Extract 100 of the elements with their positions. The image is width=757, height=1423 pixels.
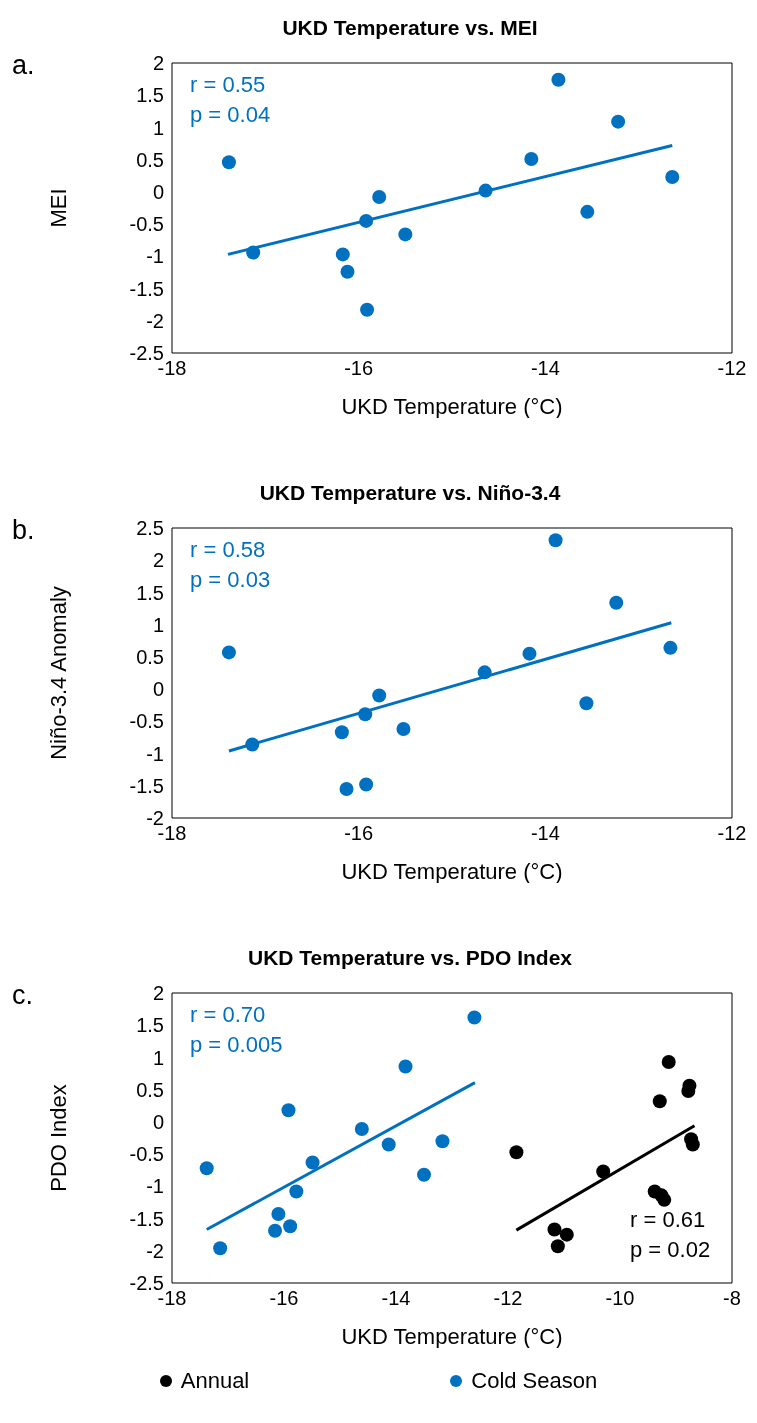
point: [547, 1222, 562, 1237]
y-tick-label: -1.5: [129, 774, 164, 797]
y-tick-label: -1: [146, 1175, 164, 1198]
y-tick-label: 0.5: [136, 1078, 164, 1101]
point: [551, 72, 566, 87]
point: [199, 1161, 214, 1176]
point: [550, 1239, 565, 1254]
y-tick-label: -0.5: [129, 1143, 164, 1166]
annotation: p = 0.02: [630, 1236, 711, 1264]
x-tick-label: -12: [717, 822, 747, 845]
point: [221, 155, 236, 170]
x-tick-label: -12: [493, 1287, 523, 1310]
y-tick-label: 1.5: [136, 1014, 164, 1037]
x-tick-label: -14: [381, 1287, 411, 1310]
point: [611, 114, 626, 129]
point: [524, 152, 539, 167]
point: [359, 777, 374, 792]
y-tick-label: -2: [146, 807, 164, 830]
y-tick-label: -1: [146, 742, 164, 765]
point: [665, 170, 680, 185]
point: [289, 1184, 304, 1199]
point: [354, 1121, 369, 1136]
annotation: r = 0.61: [630, 1206, 707, 1234]
y-tick-label: 1: [152, 116, 164, 139]
point: [372, 688, 387, 703]
point: [435, 1134, 450, 1149]
point: [685, 1137, 700, 1152]
y-tick-label: 0.5: [136, 645, 164, 668]
point: [580, 204, 595, 219]
point: [213, 1241, 228, 1256]
point: [372, 190, 387, 205]
y-tick-label: 0: [152, 678, 164, 701]
x-tick-label: -12: [717, 357, 747, 380]
y-tick-label: 2: [152, 52, 164, 75]
point: [417, 1167, 431, 1182]
point: [661, 1054, 676, 1069]
point: [609, 595, 624, 610]
y-tick-label: 1.5: [136, 581, 164, 604]
y-tick-label: -1.5: [129, 277, 164, 300]
chart-title: UKD Temperature vs. PDO Index: [246, 945, 573, 971]
x-axis-title: UKD Temperature (°C): [341, 394, 563, 419]
annotation: r = 0.70: [190, 1001, 267, 1029]
point: [381, 1137, 396, 1152]
point: [268, 1223, 283, 1238]
x-tick-label: -14: [530, 822, 560, 845]
point: [548, 533, 563, 548]
point: [339, 782, 354, 796]
x-tick-label: -10: [605, 1287, 635, 1310]
point: [340, 264, 355, 279]
point: [522, 646, 537, 661]
annotation: p = 0.03: [190, 566, 271, 594]
y-tick-label: 0: [152, 180, 164, 203]
annotation: r = 0.58: [190, 536, 267, 564]
text: b.: [12, 515, 35, 546]
chart-title: UKD Temperature vs. MEI: [281, 15, 539, 41]
y-tick-label: -2: [146, 1239, 164, 1262]
point: [596, 1164, 611, 1179]
y-tick-label: 0: [152, 1110, 164, 1133]
y-tick-label: -0.5: [129, 710, 164, 733]
point: [281, 1103, 296, 1118]
annotation: p = 0.005: [190, 1031, 283, 1059]
point: [657, 1192, 672, 1207]
point: [396, 722, 411, 737]
text: a.: [12, 50, 35, 81]
x-tick-label: -8: [723, 1287, 741, 1310]
point: [360, 302, 375, 317]
y-tick-label: 2.5: [136, 517, 164, 540]
point: [559, 1227, 574, 1242]
chart-title: UKD Temperature vs. Niño-3.4: [258, 480, 562, 506]
x-tick-label: -14: [530, 357, 560, 380]
y-tick-label: 1: [152, 613, 164, 636]
point: [221, 645, 236, 660]
legend-label: Cold Season: [471, 1368, 598, 1394]
point: [335, 247, 350, 262]
legend-label: Annual: [180, 1368, 250, 1394]
y-tick-label: -0.5: [129, 213, 164, 236]
y-tick-label: -1.5: [129, 1207, 164, 1230]
x-tick-label: -16: [269, 1287, 299, 1310]
point: [652, 1094, 667, 1109]
point: [467, 1010, 482, 1025]
annotation: p = 0.04: [190, 101, 271, 129]
point: [398, 227, 413, 242]
text: c.: [12, 980, 34, 1011]
point: [398, 1059, 413, 1074]
x-tick-label: -16: [344, 357, 374, 380]
point: [334, 725, 349, 740]
x-axis-title: UKD Temperature (°C): [341, 859, 563, 884]
point: [283, 1219, 298, 1234]
y-tick-label: 2: [152, 549, 164, 572]
y-tick-label: 2: [152, 982, 164, 1005]
y-tick-label: 1: [152, 1046, 164, 1069]
y-tick-label: -2: [146, 309, 164, 332]
y-tick-label: 0.5: [136, 148, 164, 171]
point: [663, 640, 678, 655]
point: [305, 1155, 320, 1170]
y-axis-title: Niño-3.4 Anomaly: [45, 586, 71, 760]
y-axis-title: PDO Index: [45, 1084, 71, 1192]
point: [509, 1145, 524, 1160]
point: [579, 696, 594, 711]
y-tick-label: -1: [146, 245, 164, 268]
